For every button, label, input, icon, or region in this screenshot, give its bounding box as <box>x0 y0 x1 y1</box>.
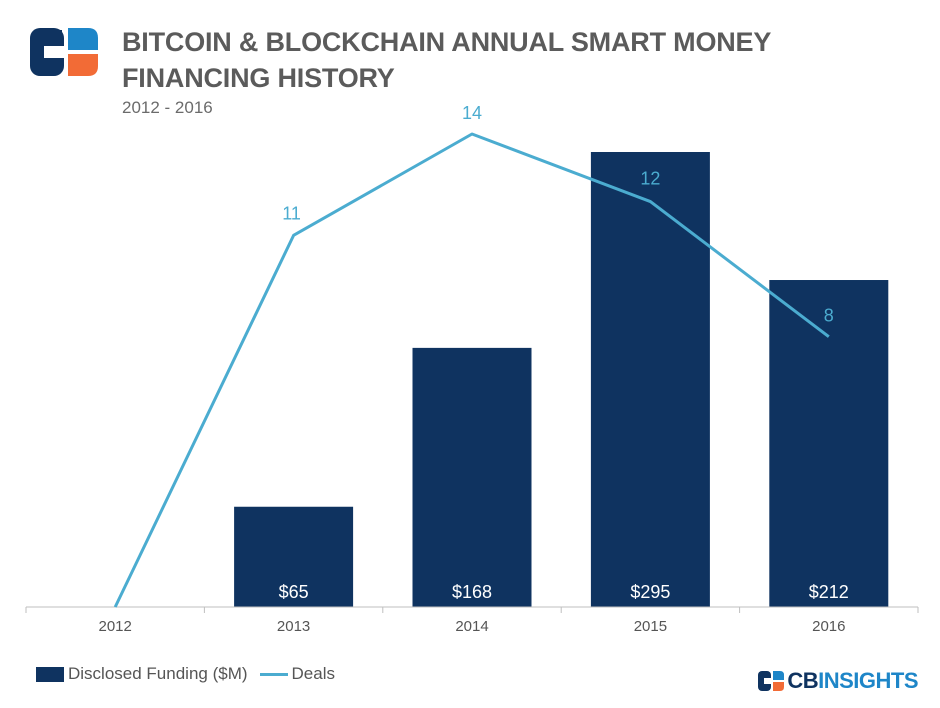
legend-deals-swatch <box>259 672 288 676</box>
bar-label-2015: $295 <box>630 582 670 602</box>
cb-insights-brand: CB INSIGHTS <box>758 668 918 694</box>
bar-label-2016: $212 <box>809 582 849 602</box>
bar-2014 <box>412 347 532 607</box>
deals-label-2016: 8 <box>824 306 834 326</box>
legend-funding-label: Disclosed Funding ($M) <box>68 664 248 683</box>
x-tick-label-2014: 2014 <box>455 618 488 635</box>
bar-label-2014: $168 <box>452 582 492 602</box>
chart-legend: Disclosed Funding ($M) Deals <box>36 662 335 686</box>
x-tick-label-2016: 2016 <box>812 618 845 635</box>
legend-deals-label: Deals <box>291 664 335 683</box>
x-tick-label-2015: 2015 <box>634 618 667 635</box>
chart-title: BITCOIN & BLOCKCHAIN ANNUAL SMART MONEY … <box>122 27 771 93</box>
bar-label-2013: $65 <box>279 582 309 602</box>
legend-funding-swatch <box>36 666 64 682</box>
brand-insights-text: INSIGHTS <box>818 668 918 693</box>
chart-subtitle: 2012 - 2016 <box>122 98 213 117</box>
brand-cb-text: CB <box>787 668 819 693</box>
cb-insights-logo-icon <box>30 28 98 76</box>
deals-label-2014: 14 <box>462 103 482 123</box>
cb-mark-icon <box>758 671 785 691</box>
deals-line <box>113 132 830 608</box>
bar-2016 <box>769 280 889 607</box>
x-tick-label-2012: 2012 <box>99 618 132 635</box>
bar-2013 <box>234 506 354 607</box>
deals-label-2013: 11 <box>282 203 301 223</box>
deals-label-2015: 12 <box>640 169 660 189</box>
bar-2015 <box>590 152 710 607</box>
x-tick-label-2013: 2013 <box>277 618 310 635</box>
